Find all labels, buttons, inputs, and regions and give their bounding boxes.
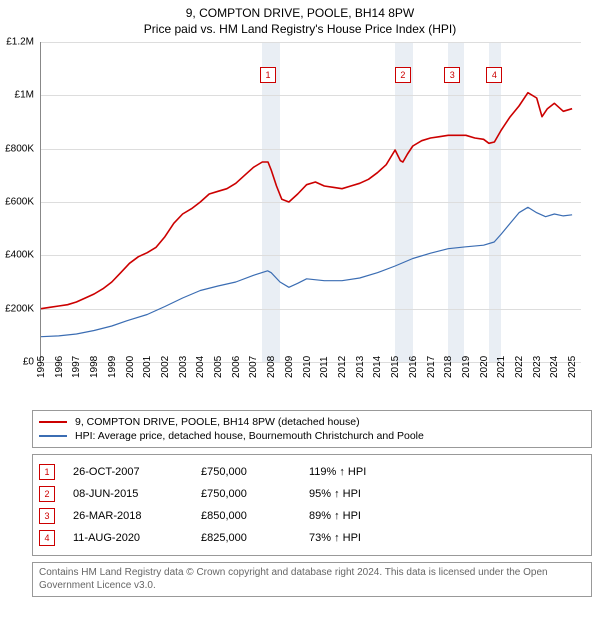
x-tick-label: 2023: [532, 356, 543, 378]
attribution-footer: Contains HM Land Registry data © Crown c…: [32, 562, 592, 597]
x-tick-label: 2006: [231, 356, 242, 378]
x-tick-label: 2016: [408, 356, 419, 378]
x-tick-label: 2004: [195, 356, 206, 378]
transaction-row: 1 26-OCT-2007 £750,000 119% ↑ HPI: [39, 461, 585, 483]
page-title: 9, COMPTON DRIVE, POOLE, BH14 8PW: [0, 0, 600, 20]
transaction-date: 26-OCT-2007: [73, 466, 183, 478]
y-tick-label: £1.2M: [6, 37, 34, 48]
transaction-hpi: 95% ↑ HPI: [309, 488, 585, 500]
x-tick-label: 2005: [213, 356, 224, 378]
x-tick-label: 1995: [36, 356, 47, 378]
y-tick-label: £400K: [5, 250, 34, 261]
x-tick-label: 2010: [302, 356, 313, 378]
x-tick-label: 2013: [355, 356, 366, 378]
legend-label: HPI: Average price, detached house, Bour…: [75, 430, 424, 442]
transaction-marker: 3: [39, 508, 55, 524]
x-tick-label: 2008: [266, 356, 277, 378]
page-subtitle: Price paid vs. HM Land Registry's House …: [0, 20, 600, 42]
chart-svg: [41, 42, 581, 362]
x-tick-label: 2012: [337, 356, 348, 378]
series-line: [41, 93, 572, 309]
x-tick-label: 2021: [496, 356, 507, 378]
event-marker: 4: [486, 67, 502, 83]
y-tick-label: £800K: [5, 143, 34, 154]
transaction-date: 26-MAR-2018: [73, 510, 183, 522]
transaction-row: 3 26-MAR-2018 £850,000 89% ↑ HPI: [39, 505, 585, 527]
x-tick-label: 2000: [125, 356, 136, 378]
x-tick-label: 2017: [426, 356, 437, 378]
transaction-row: 2 08-JUN-2015 £750,000 95% ↑ HPI: [39, 483, 585, 505]
transaction-hpi: 89% ↑ HPI: [309, 510, 585, 522]
plot-area: 1 2 3 4: [40, 42, 581, 363]
transaction-row: 4 11-AUG-2020 £825,000 73% ↑ HPI: [39, 527, 585, 549]
x-tick-label: 2003: [178, 356, 189, 378]
transaction-marker: 2: [39, 486, 55, 502]
transaction-hpi: 73% ↑ HPI: [309, 532, 585, 544]
x-tick-label: 2001: [142, 356, 153, 378]
chart: £0£200K£400K£600K£800K£1M£1.2M 1234: [40, 42, 600, 362]
x-tick-label: 1997: [71, 356, 82, 378]
event-marker: 2: [395, 67, 411, 83]
legend-item: 9, COMPTON DRIVE, POOLE, BH14 8PW (detac…: [39, 415, 585, 429]
transaction-price: £750,000: [201, 466, 291, 478]
x-tick-label: 2024: [549, 356, 560, 378]
transaction-price: £825,000: [201, 532, 291, 544]
x-tick-label: 2019: [461, 356, 472, 378]
transaction-marker: 4: [39, 530, 55, 546]
transactions-table: 1 26-OCT-2007 £750,000 119% ↑ HPI 2 08-JUN-20…: [32, 454, 592, 556]
y-tick-label: £1M: [15, 90, 34, 101]
x-tick-label: 2015: [390, 356, 401, 378]
legend-swatch: [39, 421, 67, 423]
transaction-marker: 1: [39, 464, 55, 480]
transaction-date: 08-JUN-2015: [73, 488, 183, 500]
x-tick-label: 2009: [284, 356, 295, 378]
x-tick-label: 2011: [319, 356, 330, 378]
legend-label: 9, COMPTON DRIVE, POOLE, BH14 8PW (detac…: [75, 416, 360, 428]
x-tick-label: 2025: [567, 356, 578, 378]
transaction-price: £850,000: [201, 510, 291, 522]
x-tick-label: 2007: [248, 356, 259, 378]
transaction-date: 11-AUG-2020: [73, 532, 183, 544]
legend: 9, COMPTON DRIVE, POOLE, BH14 8PW (detac…: [32, 410, 592, 448]
transaction-price: £750,000: [201, 488, 291, 500]
y-tick-label: £200K: [5, 303, 34, 314]
x-tick-label: 1998: [89, 356, 100, 378]
x-tick-label: 1996: [54, 356, 65, 378]
legend-swatch: [39, 435, 67, 437]
x-tick-label: 2020: [479, 356, 490, 378]
event-marker: 1: [260, 67, 276, 83]
transaction-hpi: 119% ↑ HPI: [309, 466, 585, 478]
y-tick-label: £600K: [5, 197, 34, 208]
event-marker: 3: [444, 67, 460, 83]
x-tick-label: 2002: [160, 356, 171, 378]
y-tick-label: £0: [23, 357, 34, 368]
x-tick-label: 2022: [514, 356, 525, 378]
legend-item: HPI: Average price, detached house, Bour…: [39, 429, 585, 443]
x-tick-label: 1999: [107, 356, 118, 378]
x-axis-labels: 1995199619971998199920002001200220032004…: [40, 360, 580, 398]
y-axis-labels: £0£200K£400K£600K£800K£1M£1.2M: [0, 42, 38, 362]
x-tick-label: 2018: [443, 356, 454, 378]
x-tick-label: 2014: [372, 356, 383, 378]
